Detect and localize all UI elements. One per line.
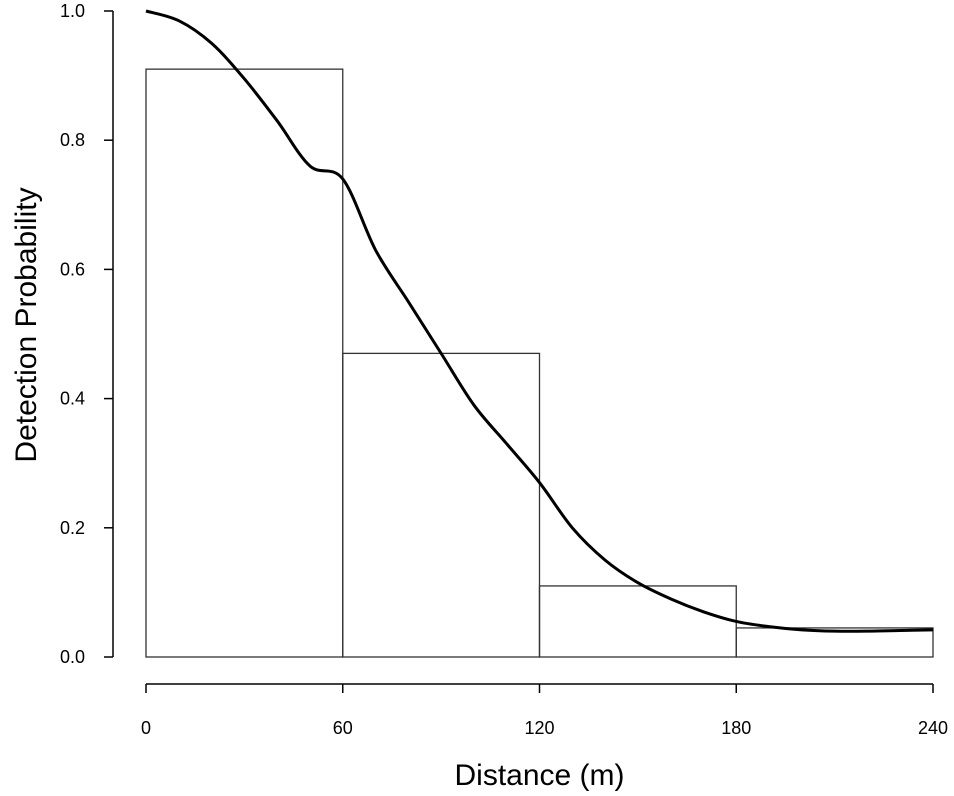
x-tick-label: 60 xyxy=(333,718,353,738)
plot-area xyxy=(145,9,934,658)
histogram-bar xyxy=(145,68,344,658)
histogram-bar xyxy=(735,627,934,658)
histogram-bar xyxy=(342,352,541,658)
x-tick-label: 120 xyxy=(524,718,554,738)
y-tick-label: 0.4 xyxy=(60,389,85,409)
y-tick-label: 1.0 xyxy=(60,1,85,21)
y-tick-label: 0.0 xyxy=(60,647,85,667)
y-tick-label: 0.8 xyxy=(60,130,85,150)
x-axis-title: Distance (m) xyxy=(454,759,624,792)
y-tick-label: 0.6 xyxy=(60,259,85,279)
y-tick-label: 0.2 xyxy=(60,518,85,538)
detection-curve xyxy=(145,9,934,633)
x-tick-label: 0 xyxy=(141,718,151,738)
y-axis: 0.0 0.2 0.4 0.6 0.8 1.0 xyxy=(60,1,114,667)
histogram-bar xyxy=(538,585,737,658)
x-tick-label: 180 xyxy=(721,718,751,738)
x-tick-label: 240 xyxy=(918,718,948,738)
x-axis: 0 60 120 180 240 xyxy=(141,683,948,738)
y-axis-title: Detection Probability xyxy=(10,187,43,462)
